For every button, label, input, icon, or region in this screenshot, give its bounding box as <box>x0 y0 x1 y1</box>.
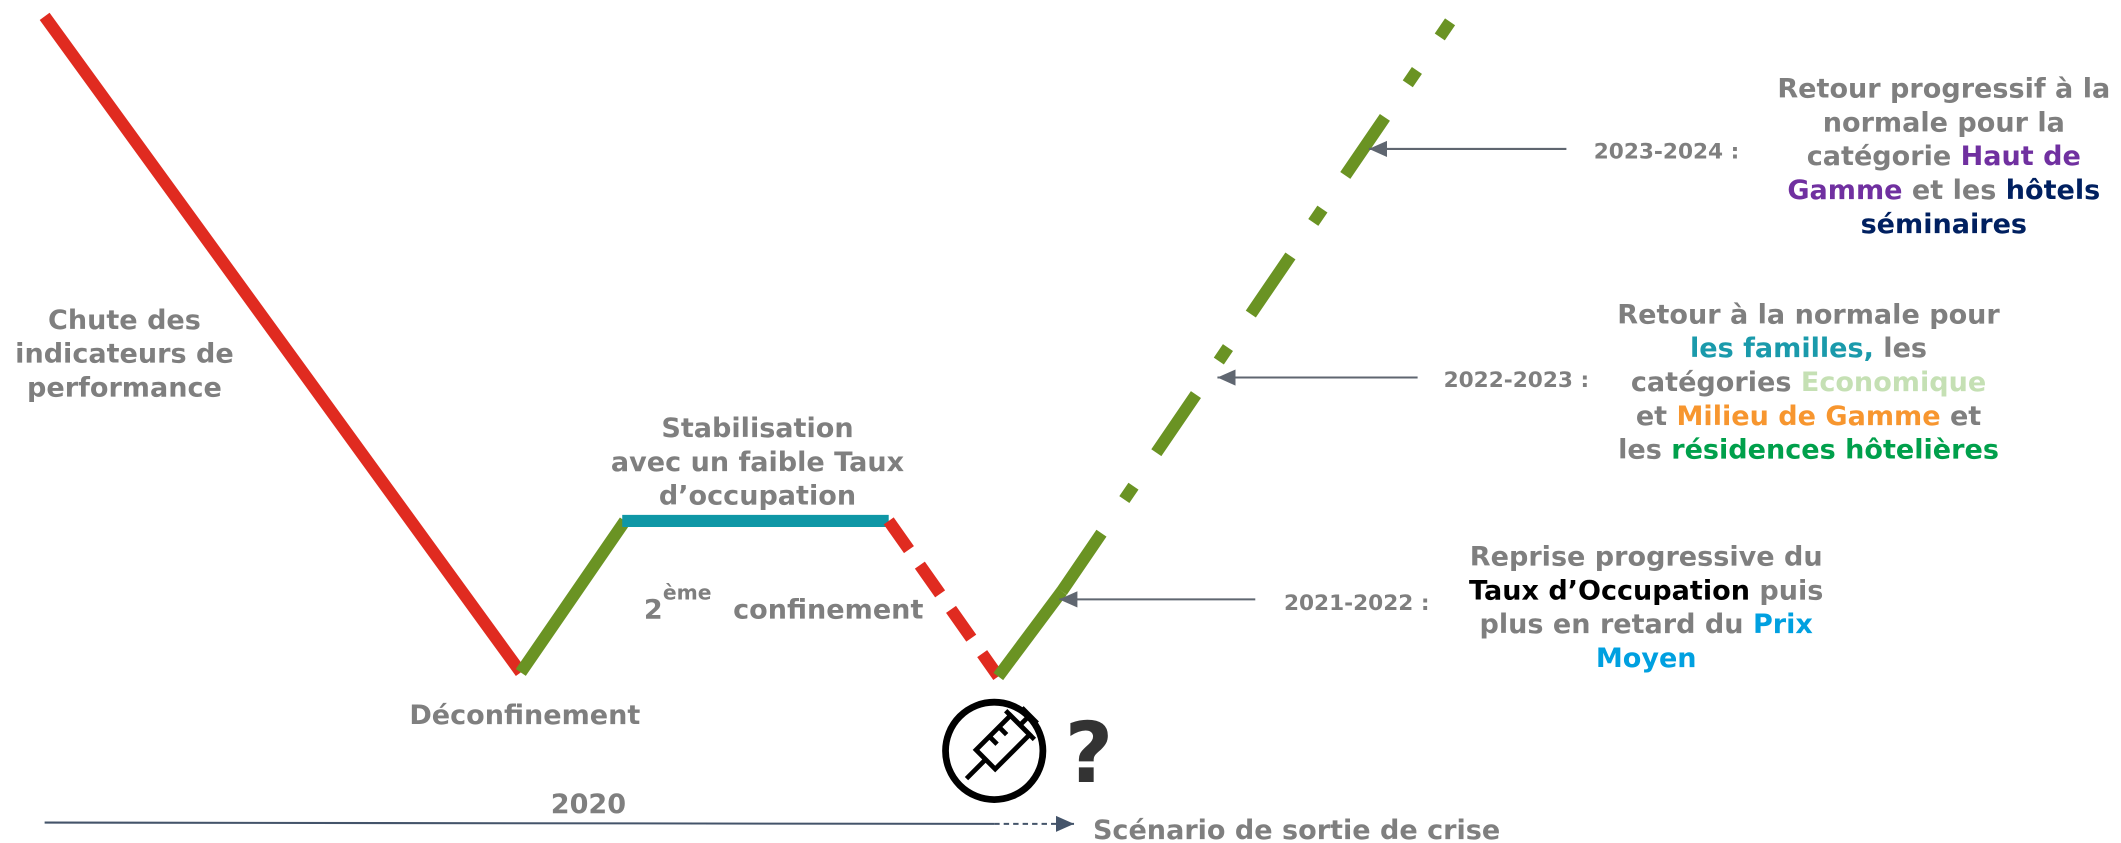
stabilisation-label: Stabilisation <box>661 413 853 444</box>
annotation-text: Retour progressif à la <box>1777 74 2110 105</box>
annotation-text: Haut de <box>1961 141 2081 172</box>
syringe-icon <box>942 698 1047 803</box>
fall-line <box>39 12 526 676</box>
annotation-line: catégorie Haut de <box>1807 141 2081 172</box>
annotation-line: Gamme et les hôtels <box>1787 175 2100 206</box>
chute-label: performance <box>27 372 222 403</box>
period-label: 2021-2022 : <box>1284 591 1430 616</box>
annotation-text: Prix <box>1753 609 1813 640</box>
deconfinement-label: Déconfinement <box>409 700 640 731</box>
annotation-text: Gamme <box>1787 175 1902 206</box>
annotation-text: séminaires <box>1861 209 2027 240</box>
annotation-text: hôtels <box>2006 175 2100 206</box>
annotation-line: catégories Economique <box>1631 367 1986 398</box>
annotation-text: puis <box>1750 575 1823 606</box>
annotation-text: normale pour la <box>1823 107 2065 138</box>
chute-label: indicateurs de <box>15 339 234 370</box>
annotation-text: Retour à la normale pour <box>1617 299 2000 330</box>
period-label: 2023-2024 : <box>1594 139 1740 164</box>
stabilisation-label: avec un faible Taux <box>611 447 905 478</box>
confinement-superscript: ème <box>663 580 712 604</box>
annotation-text: et <box>1941 401 1982 432</box>
annotation-line: Retour à la normale pour <box>1617 299 2000 330</box>
annotation-line: normale pour la <box>1823 107 2065 138</box>
annotation-line: et Milieu de Gamme et <box>1636 401 1981 432</box>
annotation-text: et les <box>1903 175 2006 206</box>
scenario-label: Scénario de sortie de crise <box>1093 815 1500 843</box>
annotation-text: plus en retard du <box>1480 609 1753 640</box>
annotation-text: résidences hôtelières <box>1671 435 1999 466</box>
annotation-text: Moyen <box>1596 643 1697 674</box>
annotation-text: Milieu de Gamme <box>1677 401 1941 432</box>
annotation-line: Reprise progressive du <box>1470 542 1823 573</box>
rise-line <box>515 517 630 676</box>
annotation-text: catégories <box>1631 367 1801 398</box>
annotation-line: les résidences hôtelières <box>1618 435 1999 466</box>
timeline <box>44 821 995 825</box>
recovery-line <box>993 587 1067 681</box>
annotation-line: plus en retard du Prix <box>1480 609 1814 640</box>
question-mark: ? <box>1065 704 1114 802</box>
annotation-text: les <box>1618 435 1671 466</box>
dashed-fall-line <box>883 517 1004 680</box>
annotation-text: Taux d’Occupation <box>1469 575 1750 606</box>
annotation-text: les <box>1874 333 1927 364</box>
dash-dot-recovery-line <box>1056 18 1456 595</box>
year-label: 2020 <box>551 789 626 820</box>
annotation-text: Reprise progressive du <box>1470 542 1823 573</box>
curve <box>39 12 1456 681</box>
annotation-text: les familles, <box>1690 333 1874 364</box>
period-label: 2022-2023 : <box>1444 368 1590 393</box>
annotation-text: et <box>1636 401 1677 432</box>
annotation-line: séminaires <box>1861 209 2027 240</box>
annotation-text: catégorie <box>1807 141 1961 172</box>
confinement-number: 2 <box>644 594 663 625</box>
annotation-line: Moyen <box>1596 643 1697 674</box>
annotation-line: les familles, les <box>1690 333 1927 364</box>
annotation-line: Retour progressif à la <box>1777 74 2110 105</box>
annotation-text: Economique <box>1801 367 1986 398</box>
stabilisation-label: d’occupation <box>659 481 856 512</box>
confinement-label: confinement <box>733 594 923 625</box>
annotation-line: Taux d’Occupation puis <box>1469 575 1823 606</box>
chute-label: Chute des <box>48 305 201 336</box>
